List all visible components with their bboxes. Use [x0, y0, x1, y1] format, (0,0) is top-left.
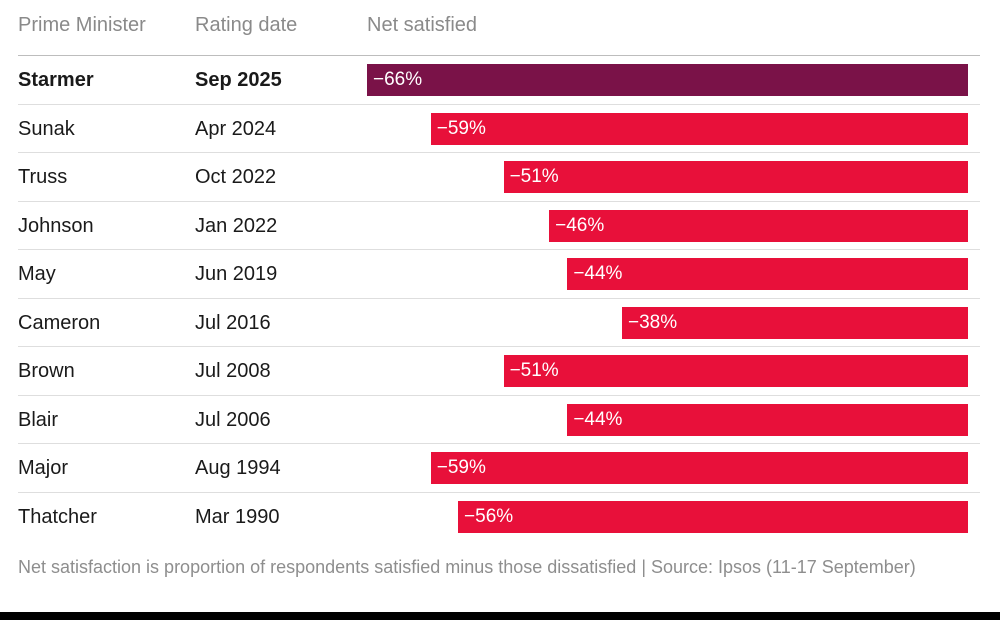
chart-bar: −38% [621, 306, 968, 339]
rating-date: Apr 2024 [195, 117, 277, 140]
table-row: May Jun 2019 −44% [18, 250, 980, 299]
table-row: Major Aug 1994 −59% [18, 444, 980, 493]
bar-value-label: −51% [509, 360, 559, 381]
bar-value-label: −44% [573, 263, 623, 284]
row-divider [18, 249, 980, 250]
bar-value-label: −38% [627, 311, 678, 333]
row-divider [18, 394, 980, 396]
row-divider [18, 200, 980, 202]
pm-name: Blair [18, 408, 59, 431]
chart-bar: −51% [503, 161, 968, 193]
pm-name: Brown [18, 360, 75, 382]
bar-value-label: −56% [464, 505, 514, 527]
pm-name: Johnson [18, 214, 94, 237]
rating-date: Jun 2019 [195, 263, 278, 285]
bar-value-label: −66% [373, 69, 423, 90]
table-row: Johnson Jan 2022 −46% [18, 202, 980, 250]
pm-name: Starmer [18, 69, 94, 91]
chart-bar: −59% [430, 452, 968, 484]
rating-date: Jul 2006 [195, 408, 271, 431]
table-row: Starmer Sep 2025 −66% [18, 56, 980, 105]
rating-date: Sep 2025 [195, 69, 282, 91]
pm-name: May [18, 263, 56, 285]
table-row: Cameron Jul 2016 −38% [18, 299, 980, 347]
header-divider [18, 55, 980, 56]
pm-name: Sunak [18, 117, 75, 140]
pm-name: Major [18, 457, 69, 479]
chart-bar: −66% [367, 64, 968, 96]
chart-bar: −44% [567, 403, 968, 436]
chart-bar: −44% [567, 258, 968, 290]
header-prime-minister: Prime Minister [18, 14, 146, 36]
bar-value-label: −59% [436, 117, 486, 139]
table-row: Truss Oct 2022 −51% [18, 153, 980, 202]
bar-value-label: −59% [436, 457, 486, 478]
row-divider [18, 346, 980, 347]
chart-bar: −56% [458, 500, 968, 533]
pm-name: Truss [18, 166, 68, 188]
chart-bar: −51% [503, 355, 968, 387]
table-row: Thatcher Mar 1990 −56% [18, 493, 980, 542]
rating-date: Jul 2016 [195, 311, 271, 334]
row-divider [18, 491, 980, 493]
row-divider [18, 103, 980, 105]
table-row: Blair Jul 2006 −44% [18, 396, 980, 444]
rating-date: Jan 2022 [195, 214, 278, 237]
pm-name: Cameron [18, 311, 101, 334]
bar-value-label: −51% [509, 166, 559, 187]
bottom-border [0, 612, 1000, 620]
rating-date: Jul 2008 [195, 360, 271, 382]
footnote: Net satisfaction is proportion of respon… [18, 557, 916, 577]
row-divider [18, 297, 980, 299]
table-row: Sunak Apr 2024 −59% [18, 105, 980, 153]
chart-bar: −59% [430, 112, 968, 145]
row-divider [18, 152, 980, 153]
chart-bar: −46% [549, 209, 968, 242]
header-net-satisfied: Net satisfied [367, 14, 478, 36]
rating-date: Mar 1990 [195, 505, 280, 528]
rating-date: Oct 2022 [195, 166, 277, 188]
row-divider [18, 443, 980, 444]
header-rating-date: Rating date [195, 14, 298, 36]
table-row: Brown Jul 2008 −51% [18, 347, 980, 396]
pm-name: Thatcher [18, 505, 97, 528]
bar-value-label: −46% [555, 214, 605, 236]
rating-date: Aug 1994 [195, 457, 281, 479]
bar-value-label: −44% [573, 408, 623, 430]
